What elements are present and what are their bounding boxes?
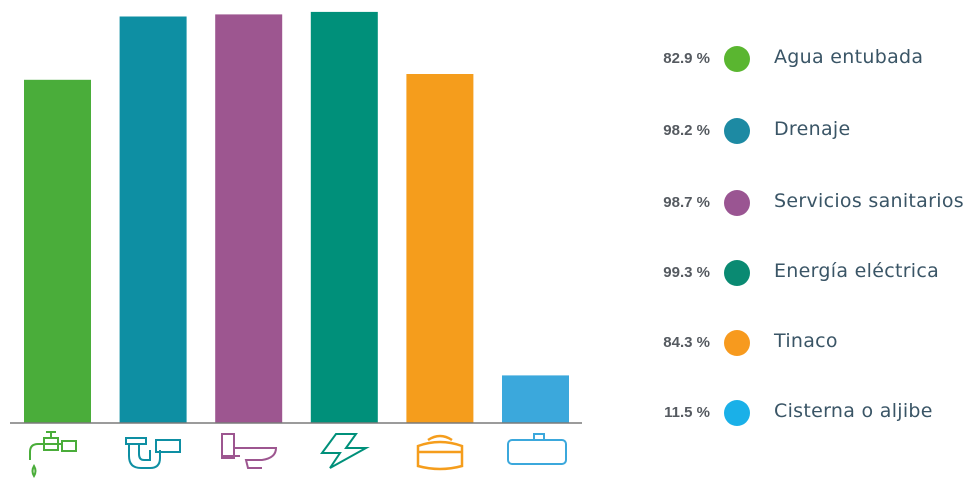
legend-label: Servicios sanitarios xyxy=(774,190,964,212)
bar-cisterna-o-aljibe xyxy=(502,375,569,423)
legend-value: 98.7 % xyxy=(663,194,710,211)
bar-servicios-sanitarios xyxy=(215,14,283,424)
legend-item: 84.3 % Tinaco xyxy=(600,324,964,364)
legend-item: 98.7 % Servicios sanitarios xyxy=(600,184,964,224)
legend-value: 98.2 % xyxy=(663,122,710,139)
legend-label: Tinaco xyxy=(774,330,838,352)
legend-value: 84.3 % xyxy=(663,334,710,351)
legend-label: Drenaje xyxy=(774,118,851,140)
drain-pipe-icon xyxy=(125,437,181,469)
legend-marker xyxy=(724,190,750,216)
legend-marker xyxy=(724,118,750,144)
toilet-icon xyxy=(221,433,278,469)
legend-item: 82.9 % Agua entubada xyxy=(600,40,964,80)
lightning-icon xyxy=(320,433,370,469)
bar-chart xyxy=(10,11,582,478)
legend-value: 99.3 % xyxy=(663,264,710,281)
legend-item: 11.5 % Cisterna o aljibe xyxy=(600,394,964,434)
legend-value: 82.9 % xyxy=(663,50,710,67)
bar-tinaco xyxy=(406,74,474,423)
bar-energ-a-el-ctrica xyxy=(310,11,378,424)
bar-drenaje xyxy=(119,16,187,423)
legend-value: 11.5 % xyxy=(664,404,710,421)
bar-agua-entubada xyxy=(24,79,91,424)
legend-marker xyxy=(724,400,750,426)
faucet-icon xyxy=(29,431,77,478)
legend-label: Cisterna o aljibe xyxy=(774,400,933,422)
legend-marker xyxy=(724,260,750,286)
legend-label: Agua entubada xyxy=(774,46,924,68)
cistern-icon xyxy=(507,433,567,465)
legend-item: 98.2 % Drenaje xyxy=(600,112,964,152)
legend-marker xyxy=(724,330,750,356)
water-tank-icon xyxy=(416,434,464,471)
legend-item: 99.3 % Energía eléctrica xyxy=(600,254,964,294)
legend-label: Energía eléctrica xyxy=(774,260,940,282)
legend-marker xyxy=(724,46,750,72)
